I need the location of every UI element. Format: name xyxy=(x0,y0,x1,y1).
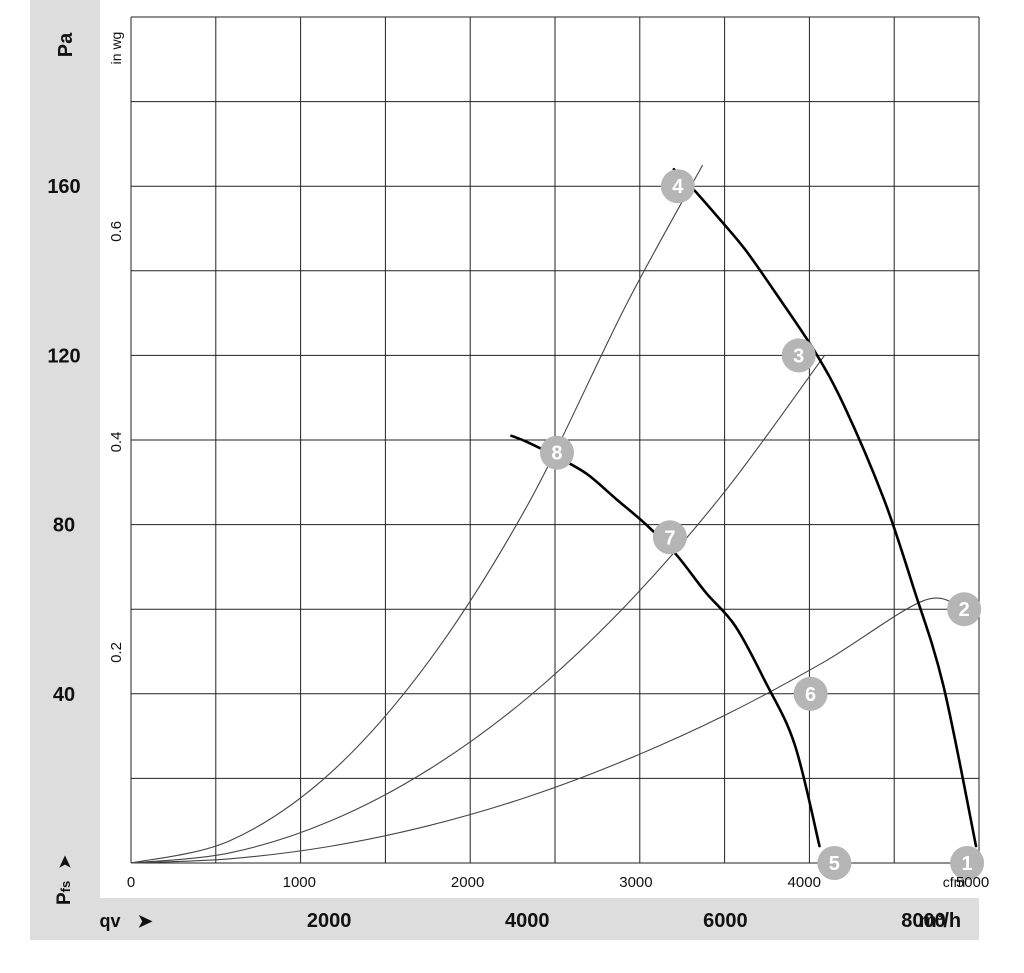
system-curve-1 xyxy=(130,164,704,864)
y-tick-pa: 160 xyxy=(47,176,80,198)
y-axis-symbol-sub: fs xyxy=(58,881,73,893)
operating-point-1 xyxy=(950,846,985,880)
operating-point-label-1: 1 xyxy=(962,853,973,875)
y-tick-pa: 40 xyxy=(53,684,75,706)
x-tick-m3h: 2000 xyxy=(307,910,352,932)
x-tick-cfm: 3000 xyxy=(619,874,652,891)
operating-point-label-5: 5 xyxy=(829,853,840,875)
x-tick-m3h: 4000 xyxy=(505,910,550,932)
y-tick-inwg: 0.6 xyxy=(108,221,125,242)
y-tick-pa: 80 xyxy=(53,515,75,537)
x-tick-cfm: 5000 xyxy=(956,874,989,891)
operating-point-6 xyxy=(793,676,828,711)
x-tick-m3h: 6000 xyxy=(703,910,748,932)
fan-curve-1 xyxy=(672,168,978,848)
operating-point-label-2: 2 xyxy=(959,599,970,621)
y-axis-unit-pa: Pa xyxy=(55,32,77,57)
y-axis-symbol-main: P xyxy=(54,892,75,905)
y-tick-pa: 120 xyxy=(47,345,80,367)
system-curve-3 xyxy=(130,597,964,864)
y-axis-arrow: ➤ xyxy=(57,855,74,869)
x-axis-arrow: ➤ xyxy=(137,911,153,931)
operating-point-label-6: 6 xyxy=(805,684,816,706)
operating-point-4 xyxy=(660,169,695,204)
y-tick-inwg: 0.2 xyxy=(108,642,125,663)
x-tick-cfm: 4000 xyxy=(788,874,821,891)
y-tick-inwg: 0.4 xyxy=(108,432,125,453)
operating-point-5 xyxy=(817,846,852,880)
system-curve-2 xyxy=(130,355,825,864)
x-tick-cfm: 0 xyxy=(127,874,135,891)
operating-point-label-3: 3 xyxy=(793,345,804,367)
operating-point-label-8: 8 xyxy=(551,443,562,465)
left-axis-band xyxy=(30,0,100,940)
operating-points: 1 2 3 4 5 6 7 8 xyxy=(539,169,985,880)
axis-labels: 40 80 120 160 0.2 0.4 0.6 2000 4000 6000 8000 0 1000… xyxy=(47,176,989,932)
system-curves xyxy=(130,164,964,864)
y-axis-symbol: Pfs xyxy=(54,881,75,905)
operating-point-8 xyxy=(539,435,574,470)
x-tick-cfm: 1000 xyxy=(283,874,316,891)
x-axis-unit-m3h: m³/h xyxy=(919,910,961,932)
operating-point-2 xyxy=(947,592,982,627)
operating-point-7 xyxy=(652,520,687,555)
y-axis-unit-inwg: in wg xyxy=(108,32,124,65)
operating-point-3 xyxy=(781,338,816,373)
x-axis-unit-cfm: cfm xyxy=(943,874,966,890)
grid-lines xyxy=(130,16,980,864)
x-tick-m3h: 8000 xyxy=(901,910,946,932)
operating-point-label-7: 7 xyxy=(664,527,675,549)
operating-point-label-4: 4 xyxy=(672,176,684,198)
x-tick-cfm: 2000 xyxy=(451,874,484,891)
bottom-axis-band xyxy=(30,898,979,940)
x-axis-symbol: qv xyxy=(99,911,120,931)
